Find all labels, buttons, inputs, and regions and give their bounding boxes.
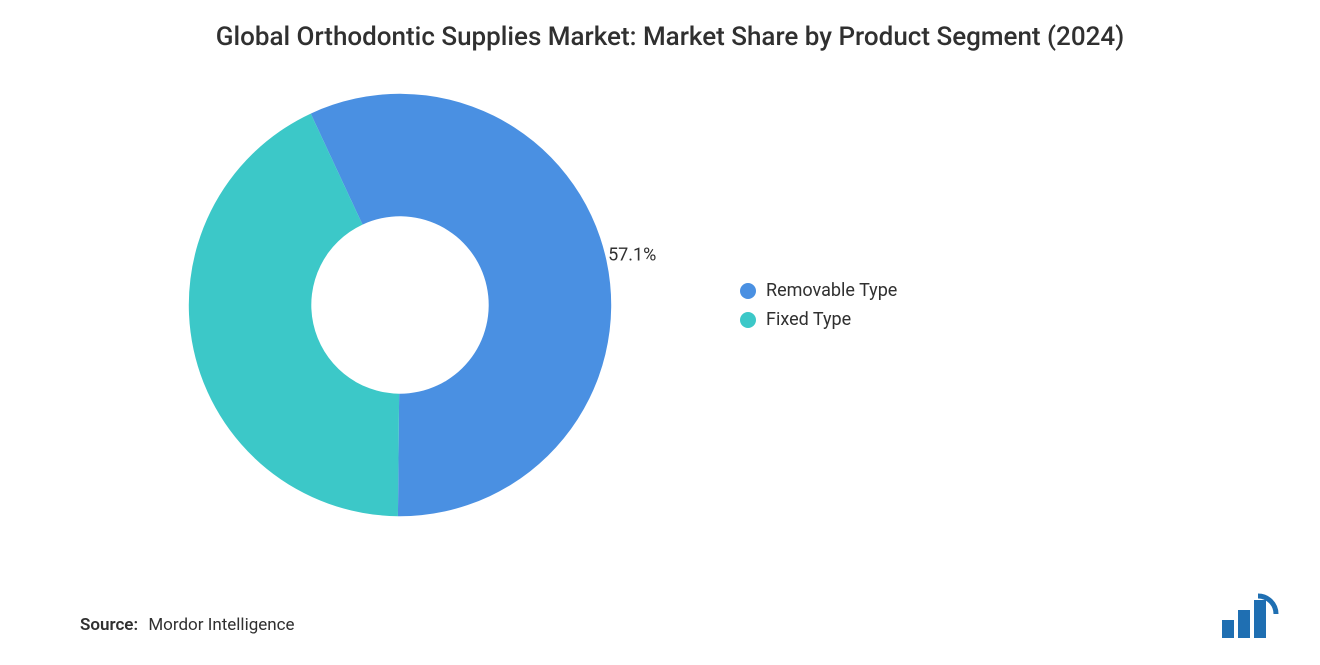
chart-area: 57.1% Removable Type Fixed Type xyxy=(80,65,1260,545)
legend-swatch xyxy=(740,312,756,328)
source-text: Mordor Intelligence xyxy=(148,615,294,635)
chart-title: Global Orthodontic Supplies Market: Mark… xyxy=(80,20,1260,55)
logo-bar xyxy=(1254,600,1266,638)
legend-label: Removable Type xyxy=(766,280,897,301)
donut-chart: 57.1% xyxy=(180,85,620,525)
brand-logo xyxy=(1220,592,1280,640)
legend-label: Fixed Type xyxy=(766,309,851,330)
legend-item: Fixed Type xyxy=(740,309,897,330)
logo-bar xyxy=(1238,610,1250,638)
legend-item: Removable Type xyxy=(740,280,897,301)
donut-svg xyxy=(180,85,620,525)
slice-label: 57.1% xyxy=(608,244,656,265)
legend: Removable Type Fixed Type xyxy=(740,280,897,330)
legend-swatch xyxy=(740,283,756,299)
source-line: Source: Mordor Intelligence xyxy=(80,615,295,635)
logo-bar xyxy=(1222,620,1234,638)
source-prefix: Source: xyxy=(80,615,138,635)
